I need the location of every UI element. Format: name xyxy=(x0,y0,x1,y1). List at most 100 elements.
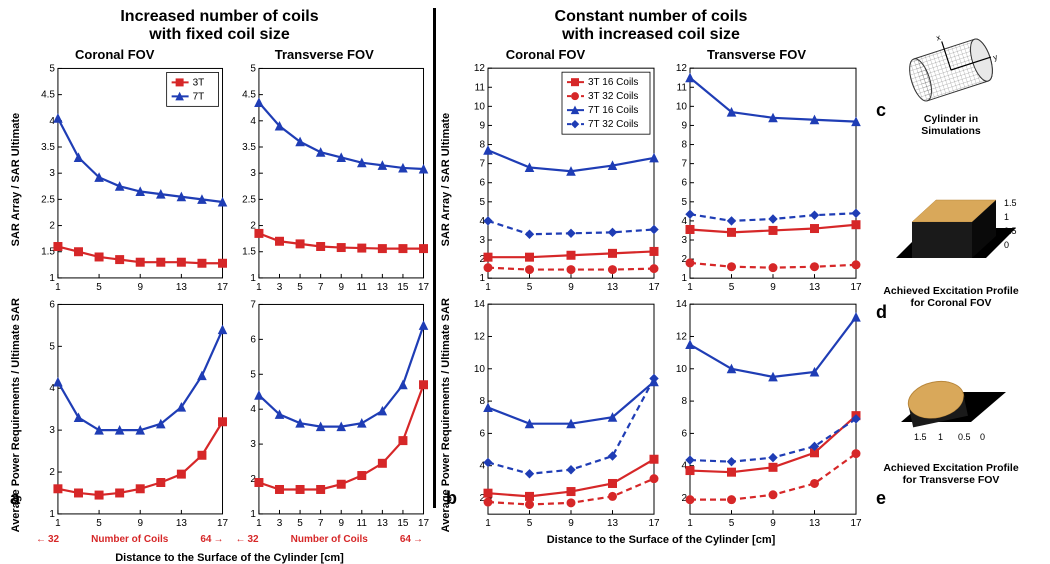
svg-text:17: 17 xyxy=(417,518,429,529)
tag-c: c xyxy=(876,100,886,121)
svg-text:3: 3 xyxy=(49,168,55,179)
group-b-grid: SAR Array / SAR Ultimate 123456789101112… xyxy=(440,62,862,551)
figure-root: Increased number of coils with fixed coi… xyxy=(6,8,1044,508)
side-d-label: Achieved Excitation Profile for Coronal … xyxy=(876,285,1026,309)
svg-text:1.5: 1.5 xyxy=(242,247,256,258)
svg-text:5: 5 xyxy=(297,282,303,293)
svg-text:14: 14 xyxy=(474,299,486,310)
svg-text:6: 6 xyxy=(681,177,687,188)
svg-text:3T 16 Coils: 3T 16 Coils xyxy=(588,77,638,88)
svg-text:x: x xyxy=(935,33,942,43)
group-b-subtitles: Coronal FOV Transverse FOV xyxy=(440,47,862,62)
svg-text:17: 17 xyxy=(648,518,660,529)
svg-text:1.5: 1.5 xyxy=(41,247,55,258)
side-c-label: Cylinder in Simulations xyxy=(891,113,1011,137)
svg-text:1: 1 xyxy=(1004,212,1009,222)
group-b-title-l1: Constant number of coils xyxy=(555,8,748,25)
svg-text:5: 5 xyxy=(96,282,102,293)
tag-b: b xyxy=(446,488,457,509)
svg-text:3: 3 xyxy=(250,168,256,179)
svg-text:0.5: 0.5 xyxy=(958,432,971,442)
group-a-title: Increased number of coils with fixed coi… xyxy=(10,8,429,45)
svg-text:9: 9 xyxy=(479,120,485,131)
svg-text:1: 1 xyxy=(485,518,491,529)
group-a-grid: SAR Array / SAR Ultimate 11.522.533.544.… xyxy=(10,62,429,564)
svg-text:5: 5 xyxy=(250,369,256,380)
side-e-label: Achieved Excitation Profile for Transver… xyxy=(876,462,1026,486)
svg-text:13: 13 xyxy=(376,518,388,529)
svg-text:4.5: 4.5 xyxy=(242,89,256,100)
svg-text:0: 0 xyxy=(980,432,985,442)
svg-text:8: 8 xyxy=(681,139,687,150)
xlabel-b: Distance to the Surface of the Cylinder … xyxy=(460,534,862,550)
svg-text:3: 3 xyxy=(276,518,282,529)
numcoils-a-right-2: 64 xyxy=(400,534,423,550)
side-d: 1.5 1 0.5 0 Achieved Excitation Profile … xyxy=(876,180,1026,309)
svg-text:4.5: 4.5 xyxy=(41,89,55,100)
svg-text:0.5: 0.5 xyxy=(1004,226,1017,236)
svg-text:7T 16 Coils: 7T 16 Coils xyxy=(588,105,638,116)
svg-text:10: 10 xyxy=(676,101,688,112)
svg-text:3T: 3T xyxy=(193,77,205,88)
svg-text:3: 3 xyxy=(276,282,282,293)
svg-text:5: 5 xyxy=(681,197,687,208)
svg-text:5: 5 xyxy=(297,518,303,529)
side-e: 1.5 1 0.5 0 Achieved Excitation Profile … xyxy=(876,352,1026,486)
svg-text:5: 5 xyxy=(527,518,533,529)
svg-text:11: 11 xyxy=(356,518,367,529)
svg-text:4: 4 xyxy=(250,404,256,415)
group-a-sub2: Transverse FOV xyxy=(220,47,430,62)
group-b-sub1: Coronal FOV xyxy=(440,47,651,62)
numcoils-a-left-2: 32 xyxy=(236,534,259,550)
group-b-title: Constant number of coils with increased … xyxy=(440,8,862,45)
svg-text:7T: 7T xyxy=(193,91,205,102)
transverse-profile-icon: 1.5 1 0.5 0 xyxy=(876,352,1026,457)
svg-text:2.5: 2.5 xyxy=(41,194,55,205)
numcoils-a-right-1: 64 xyxy=(200,534,223,550)
svg-text:7: 7 xyxy=(250,300,256,311)
tag-e: e xyxy=(876,488,886,509)
group-b-title-l2: with increased coil size xyxy=(562,26,740,43)
svg-text:y: y xyxy=(992,52,999,62)
svg-text:13: 13 xyxy=(176,282,188,293)
svg-text:5: 5 xyxy=(479,197,485,208)
svg-text:2: 2 xyxy=(49,467,55,478)
svg-text:1.5: 1.5 xyxy=(914,432,927,442)
xlabel-a: Distance to the Surface of the Cylinder … xyxy=(30,552,429,564)
svg-text:0: 0 xyxy=(1004,240,1009,250)
svg-text:5: 5 xyxy=(527,282,533,293)
svg-text:6: 6 xyxy=(479,177,485,188)
svg-text:14: 14 xyxy=(676,299,688,310)
plot-a-top-left: 11.522.533.544.5515913173T7T xyxy=(30,62,229,296)
numcoils-a-left-1: 32 xyxy=(36,534,59,550)
svg-text:7: 7 xyxy=(317,518,323,529)
svg-text:1: 1 xyxy=(256,518,262,529)
group-a-sub1: Coronal FOV xyxy=(10,47,220,62)
svg-text:9: 9 xyxy=(338,518,344,529)
svg-text:1: 1 xyxy=(256,282,262,293)
svg-text:17: 17 xyxy=(417,282,429,293)
svg-text:6: 6 xyxy=(250,334,256,345)
svg-text:9: 9 xyxy=(568,282,574,293)
side-c: y x Cylinder in Simulations xyxy=(891,30,1011,137)
svg-text:6: 6 xyxy=(681,429,687,440)
group-a-subtitles: Coronal FOV Transverse FOV xyxy=(10,47,429,62)
svg-text:9: 9 xyxy=(137,282,143,293)
svg-text:9: 9 xyxy=(681,120,687,131)
group-b: Constant number of coils with increased … xyxy=(436,8,866,508)
svg-text:4: 4 xyxy=(250,116,256,127)
svg-text:17: 17 xyxy=(217,518,229,529)
svg-text:12: 12 xyxy=(676,332,688,343)
svg-text:1: 1 xyxy=(687,518,693,529)
svg-text:17: 17 xyxy=(217,282,229,293)
svg-text:5: 5 xyxy=(729,518,735,529)
svg-text:9: 9 xyxy=(770,518,776,529)
svg-text:13: 13 xyxy=(607,282,619,293)
svg-text:1: 1 xyxy=(485,282,491,293)
svg-text:17: 17 xyxy=(648,282,660,293)
svg-text:7: 7 xyxy=(681,158,687,169)
svg-text:13: 13 xyxy=(607,518,619,529)
svg-text:3: 3 xyxy=(681,235,687,246)
svg-text:3: 3 xyxy=(250,439,256,450)
plot-b-top-right: 1234567891011121591317 xyxy=(662,62,862,296)
